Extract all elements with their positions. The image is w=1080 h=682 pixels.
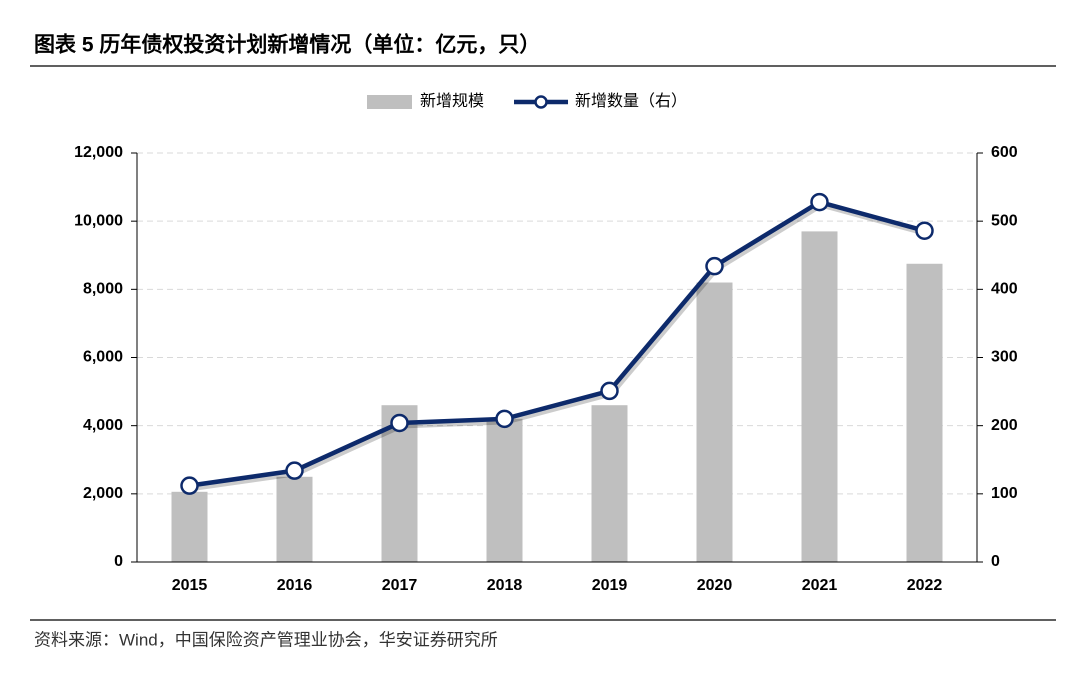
line-marker xyxy=(285,461,304,480)
bar xyxy=(276,476,313,562)
y2-tick-label: 0 xyxy=(991,553,1000,570)
line-marker xyxy=(600,381,619,401)
line-marker xyxy=(915,221,934,240)
y2-tick-label: 200 xyxy=(991,417,1018,434)
x-tick-label: 2017 xyxy=(382,577,418,594)
y-tick-label: 12,000 xyxy=(74,144,123,161)
legend-label: 新增规模 xyxy=(420,92,484,110)
y2-tick-label: 100 xyxy=(991,485,1018,502)
x-tick-label: 2018 xyxy=(487,577,523,594)
bar xyxy=(171,491,208,562)
line-marker xyxy=(705,256,724,276)
y-tick-label: 6,000 xyxy=(83,349,123,366)
bar xyxy=(591,405,628,562)
y2-tick-label: 500 xyxy=(991,212,1018,229)
source-note: 资料来源：Wind，中国保险资产管理业协会，华安证券研究所 xyxy=(34,630,498,649)
y-tick-label: 10,000 xyxy=(74,212,123,229)
y2-tick-label: 300 xyxy=(991,349,1018,366)
line-marker xyxy=(180,476,199,495)
bar xyxy=(486,418,523,562)
line-marker xyxy=(495,409,514,429)
x-tick-label: 2022 xyxy=(907,577,943,594)
line xyxy=(189,199,926,488)
y-tick-label: 0 xyxy=(114,553,123,570)
bar xyxy=(801,231,838,562)
line-marker xyxy=(390,413,409,433)
x-tick-label: 2021 xyxy=(802,577,838,594)
x-tick-label: 2020 xyxy=(697,577,733,594)
y-tick-label: 2,000 xyxy=(83,485,123,502)
y2-tick-label: 600 xyxy=(991,144,1018,161)
x-tick-label: 2019 xyxy=(592,577,628,594)
bar xyxy=(906,263,943,562)
legend-label: 新增数量（右） xyxy=(575,92,687,110)
line-marker xyxy=(810,192,829,212)
y-tick-label: 8,000 xyxy=(83,281,123,298)
legend-marker xyxy=(534,95,548,109)
x-tick-label: 2015 xyxy=(172,577,208,594)
bar xyxy=(696,282,733,562)
x-tick-label: 2016 xyxy=(277,577,313,594)
line-shadow xyxy=(191,202,928,492)
y-tick-label: 4,000 xyxy=(83,417,123,434)
chart-title: 图表 5 历年债权投资计划新增情况（单位：亿元，只） xyxy=(34,33,540,57)
legend-swatch xyxy=(367,95,412,109)
y2-tick-label: 400 xyxy=(991,281,1018,298)
